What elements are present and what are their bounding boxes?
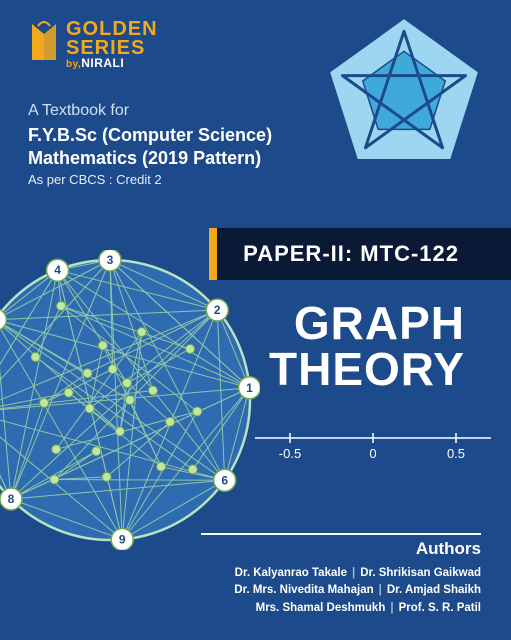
svg-text:0: 0 [369, 446, 376, 461]
title-line1: GRAPH [269, 300, 465, 346]
axis-graphic: -0.5 0 0.5 [255, 426, 491, 466]
paper-code-text: PAPER-II: MTC-122 [243, 241, 459, 266]
svg-text:3: 3 [107, 253, 114, 267]
book-cover: GOLDEN SERIES by,NIRALI A Textbook for F… [0, 0, 511, 640]
circle-graph-graphic: 321698754 [0, 250, 260, 550]
logo-mark-icon [28, 20, 60, 64]
svg-text:6: 6 [221, 473, 228, 487]
main-title: GRAPH THEORY [269, 300, 465, 392]
svg-text:8: 8 [8, 492, 15, 506]
program-block: F.Y.B.Sc (Computer Science) Mathematics … [28, 124, 272, 169]
brand-logo: GOLDEN SERIES by,NIRALI [28, 20, 158, 70]
author-name: Dr. Amjad Shaikh [387, 584, 481, 596]
program-line2: Mathematics (2019 Pattern) [28, 147, 272, 170]
title-line2: THEORY [269, 346, 465, 392]
author-name: Prof. S. R. Patil [399, 602, 481, 614]
authors-block: Authors Dr. Kalyanrao Takale|Dr. Shrikis… [201, 533, 481, 618]
svg-text:0.5: 0.5 [447, 446, 465, 461]
svg-text:9: 9 [119, 532, 126, 546]
svg-text:-0.5: -0.5 [279, 446, 301, 461]
authors-heading: Authors [201, 533, 481, 559]
svg-text:1: 1 [246, 381, 253, 395]
textbook-for-label: A Textbook for [28, 102, 129, 120]
author-name: Dr. Mrs. Nivedita Mahajan [234, 584, 373, 596]
author-name: Dr. Kalyanrao Takale [235, 567, 347, 579]
authors-row: Dr. Mrs. Nivedita Mahajan|Dr. Amjad Shai… [201, 582, 481, 600]
author-name: Mrs. Shamal Deshmukh [256, 602, 386, 614]
svg-text:2: 2 [214, 303, 221, 317]
brand-text: GOLDEN SERIES by,NIRALI [66, 20, 158, 70]
authors-list: Dr. Kalyanrao Takale|Dr. Shrikisan Gaikw… [201, 565, 481, 618]
authors-row: Dr. Kalyanrao Takale|Dr. Shrikisan Gaikw… [201, 565, 481, 583]
author-name: Dr. Shrikisan Gaikwad [360, 567, 481, 579]
pentagon-graphic [319, 10, 489, 180]
brand-line3: by,NIRALI [66, 58, 158, 70]
authors-row: Mrs. Shamal Deshmukh|Prof. S. R. Patil [201, 600, 481, 618]
cbcs-label: As per CBCS : Credit 2 [28, 172, 162, 187]
svg-text:4: 4 [54, 263, 61, 277]
program-line1: F.Y.B.Sc (Computer Science) [28, 124, 272, 147]
